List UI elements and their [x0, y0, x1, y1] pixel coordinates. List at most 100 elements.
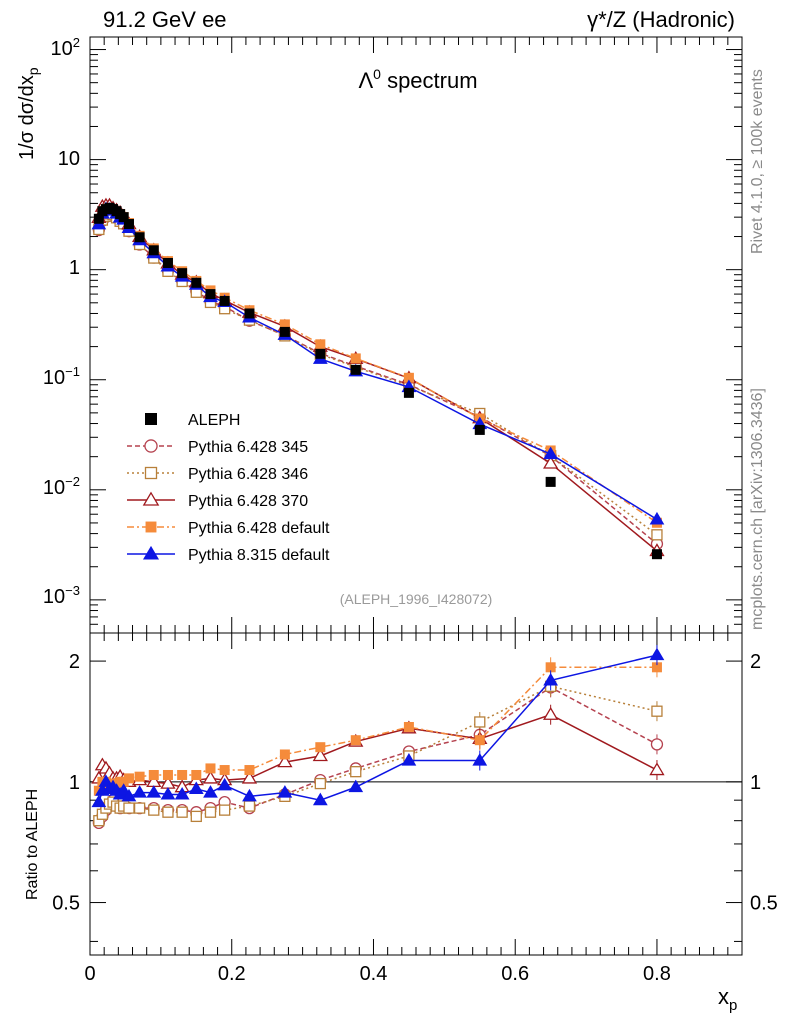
ratio-point-1	[204, 806, 217, 818]
series-point-2	[543, 455, 559, 469]
ratio-point-1	[314, 777, 326, 790]
ratio-line-0	[98, 686, 658, 824]
ratio-tick-label-right: 2	[750, 651, 761, 673]
y-axis-label: 1/σ dσ/dxp	[16, 67, 41, 160]
ratio-point-4	[543, 672, 559, 686]
y-tick-label-1e2: 102	[51, 35, 80, 60]
data-point	[191, 277, 202, 288]
series-point-3	[350, 353, 361, 364]
data-point	[134, 232, 145, 243]
ratio-point-3	[474, 735, 485, 746]
data-point	[545, 476, 556, 487]
series-line-4	[98, 208, 658, 521]
ratio-point-1	[474, 716, 486, 728]
ratio-tick-label: 2	[69, 651, 80, 673]
legend-marker-2	[142, 491, 160, 506]
ratio-point-4	[348, 779, 364, 793]
legend-marker-4	[142, 545, 160, 560]
data-point	[315, 348, 326, 359]
ratio-tick-label-right: 1	[750, 772, 761, 794]
ratio-plot-frame	[89, 632, 743, 956]
series-point-4	[543, 446, 559, 460]
ratio-point-1	[219, 804, 231, 816]
ratio-point-4	[188, 781, 204, 794]
svg-text:xp: xp	[718, 984, 737, 1014]
legend-marker-1	[144, 466, 158, 480]
ratio-point-3	[279, 749, 290, 760]
series-point-4	[649, 511, 665, 525]
x-tick-label: 0	[84, 963, 95, 985]
process-label: γ*/Z (Hadronic)	[587, 7, 735, 32]
ratio-point-1	[190, 810, 202, 823]
ratio-point-2	[277, 754, 293, 768]
y-tick-label-1e0: 1	[69, 257, 80, 279]
ratio-point-2	[543, 706, 559, 720]
series-line-0	[98, 213, 658, 545]
ratio-point-4	[121, 788, 137, 802]
legend-label-3: Pythia 6.428 default	[188, 520, 330, 537]
data-point	[123, 218, 134, 229]
x-axis-label: xp	[718, 984, 737, 1014]
ratio-point-2	[649, 762, 665, 776]
ratio-point-4	[132, 785, 147, 798]
data-point	[205, 289, 216, 300]
x-tick-label: 0.6	[501, 963, 529, 985]
data-point	[279, 326, 290, 337]
ratio-point-1	[148, 804, 160, 816]
x-tick-label: 0.2	[218, 963, 246, 985]
ratio-point-2	[202, 770, 219, 784]
ratio-point-3	[123, 773, 134, 784]
ratio-point-4	[160, 786, 176, 800]
data-point	[93, 213, 104, 224]
ratio-point-3	[219, 765, 230, 776]
y-tick-label-1e-2: 10−2	[43, 474, 80, 499]
ratio-point-1	[350, 766, 362, 778]
ratio-point-1	[133, 802, 146, 814]
legend-label-2: Pythia 6.428 370	[188, 493, 308, 510]
ratio-point-2	[241, 770, 258, 784]
legend-label-data: ALEPH	[188, 412, 240, 429]
ratio-point-4	[401, 753, 417, 766]
y-tick-label-1e-1: 10−1	[43, 364, 80, 389]
data-point	[403, 387, 414, 398]
ratio-point-4	[174, 786, 190, 800]
data-point	[118, 212, 129, 223]
ratio-point-4	[203, 785, 218, 798]
ratio-point-4	[242, 788, 257, 802]
data-point	[219, 295, 230, 306]
series-line-3	[98, 207, 658, 524]
ratio-point-1	[123, 802, 135, 814]
ratio-point-3	[350, 735, 361, 746]
x-tick-label: 0.4	[360, 963, 388, 985]
data-point	[177, 268, 188, 279]
energy-label: 91.2 GeV ee	[103, 7, 227, 32]
main-plot-frame	[89, 36, 743, 634]
legend-marker-data	[145, 413, 157, 425]
ratio-point-1	[243, 800, 256, 812]
ratio-line-4	[98, 654, 658, 803]
legend-label-1: Pythia 6.428 346	[188, 466, 308, 483]
ratio-point-4	[146, 785, 162, 798]
ratio-point-1	[651, 705, 663, 717]
legend-marker-3	[145, 521, 157, 533]
ratio-point-4	[649, 647, 665, 661]
ratio-point-4	[312, 792, 328, 806]
data-point	[350, 364, 361, 375]
ratio-point-3	[134, 771, 145, 782]
legend-marker-0	[144, 439, 158, 453]
svg-text:1/σ dσ/dxp: 1/σ dσ/dxp	[16, 67, 41, 160]
ratio-tick-label: 0.5	[52, 893, 80, 915]
ratio-point-3	[205, 763, 216, 774]
ratio-point-3	[177, 769, 188, 780]
ratio-point-3	[244, 765, 255, 776]
ratio-point-3	[148, 769, 159, 780]
ratio-point-1	[176, 806, 188, 818]
ratio-point-4	[91, 794, 107, 808]
data-point	[148, 245, 159, 256]
ratio-tick-label-right: 0.5	[750, 893, 778, 915]
ratio-axis-label: Ratio to ALEPH	[24, 789, 41, 900]
ratio-point-4	[217, 777, 233, 791]
ratio-point-0	[650, 738, 664, 751]
ratio-tick-label: 1	[69, 772, 80, 794]
